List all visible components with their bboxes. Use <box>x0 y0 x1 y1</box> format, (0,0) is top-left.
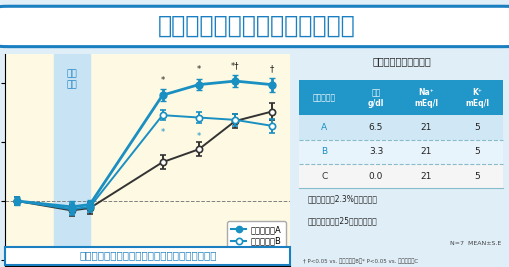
Text: A: A <box>321 123 327 132</box>
Text: 飲料中の糖電解質組成: 飲料中の糖電解質組成 <box>372 56 431 66</box>
Bar <box>299 80 502 115</box>
Bar <box>299 115 502 140</box>
Text: イオン飲料: イオン飲料 <box>313 93 335 103</box>
Text: K⁺
mEq/l: K⁺ mEq/l <box>464 88 488 108</box>
Text: *†: *† <box>231 61 239 70</box>
FancyBboxPatch shape <box>0 6 509 47</box>
Text: 5: 5 <box>473 123 479 132</box>
Text: *: * <box>196 65 201 74</box>
Text: 5: 5 <box>473 147 479 156</box>
Bar <box>299 140 502 164</box>
Text: 3.3: 3.3 <box>368 147 382 156</box>
Text: 糖質の量と脱水後の体水分回復: 糖質の量と脱水後の体水分回復 <box>157 14 354 38</box>
Text: 「初期体重の2.3%脱水後に、: 「初期体重の2.3%脱水後に、 <box>307 195 377 204</box>
Text: 0.0: 0.0 <box>368 172 382 181</box>
Text: B: B <box>321 147 327 156</box>
Bar <box>53 54 90 266</box>
Text: *: * <box>160 128 164 137</box>
Text: N=7  MEAN±S.E: N=7 MEAN±S.E <box>449 241 500 246</box>
Text: 飲料
摂取: 飲料 摂取 <box>66 69 77 89</box>
Text: 21: 21 <box>420 147 431 156</box>
Text: C: C <box>321 172 327 181</box>
Legend: イオン飲料A, イオン飲料B, イオン飲料C: イオン飲料A, イオン飲料B, イオン飲料C <box>227 221 285 261</box>
Text: 脱水量相当を25分間で摂取」: 脱水量相当を25分間で摂取」 <box>307 216 377 225</box>
Text: Na⁺
mEq/l: Na⁺ mEq/l <box>414 88 438 108</box>
Text: 血漿量の回復は、飲料中の糖質量に依存して高い: 血漿量の回復は、飲料中の糖質量に依存して高い <box>79 250 216 260</box>
Text: †: † <box>269 64 273 73</box>
Text: *: * <box>160 76 164 85</box>
Text: 21: 21 <box>420 172 431 181</box>
Text: 21: 21 <box>420 123 431 132</box>
Bar <box>5 54 53 266</box>
Text: *: * <box>196 132 201 141</box>
Bar <box>299 164 502 189</box>
Text: 5: 5 <box>473 172 479 181</box>
Text: † P<0.05 vs. イオン飲料B　* P<0.05 vs. イオン飲料C: † P<0.05 vs. イオン飲料B * P<0.05 vs. イオン飲料C <box>303 258 418 264</box>
Text: 6.5: 6.5 <box>368 123 382 132</box>
Text: 糖質
g/dl: 糖質 g/dl <box>367 88 383 108</box>
FancyBboxPatch shape <box>6 247 290 265</box>
